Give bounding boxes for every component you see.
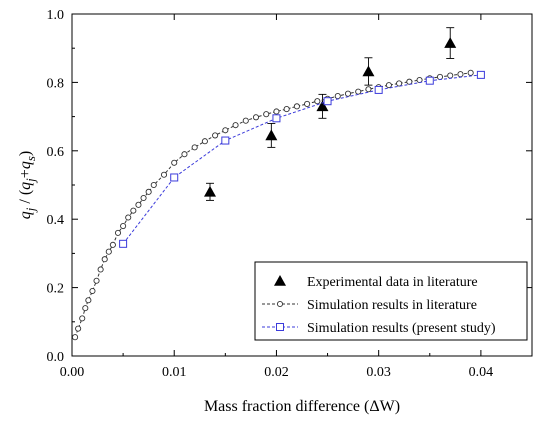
data-point xyxy=(75,325,82,332)
y-tick-label: 0.6 xyxy=(47,145,65,160)
data-point xyxy=(272,114,281,123)
legend-marker xyxy=(274,275,286,286)
data-point xyxy=(425,76,434,85)
data-point xyxy=(222,127,229,134)
data-point xyxy=(191,144,198,151)
series-layer xyxy=(72,27,485,341)
data-point xyxy=(150,181,157,189)
data-point xyxy=(171,159,178,166)
data-point xyxy=(385,82,392,89)
data-point xyxy=(140,194,147,202)
x-tick-label: 0.04 xyxy=(469,365,494,380)
data-point xyxy=(145,188,152,195)
data-point xyxy=(125,214,132,221)
data-point xyxy=(323,97,332,106)
data-point xyxy=(252,114,260,121)
y-tick-label: 0.8 xyxy=(47,76,65,91)
data-point xyxy=(204,185,216,197)
data-point xyxy=(72,334,79,341)
data-point xyxy=(93,277,100,284)
series-2 xyxy=(119,70,485,248)
data-point xyxy=(85,297,92,304)
y-tick-label: 0.4 xyxy=(47,213,65,228)
data-point xyxy=(467,69,474,76)
legend-label: Simulation results in literature xyxy=(307,298,477,313)
data-point xyxy=(447,72,454,79)
data-point xyxy=(130,207,137,214)
data-point xyxy=(263,111,270,118)
data-point xyxy=(221,136,230,145)
data-point xyxy=(201,138,208,145)
data-point xyxy=(316,100,329,112)
data-point xyxy=(82,305,89,312)
legend-label: Simulation results (present study) xyxy=(307,321,496,336)
data-point xyxy=(476,70,485,79)
data-point xyxy=(232,122,239,129)
data-point xyxy=(334,93,341,100)
data-point xyxy=(362,65,375,77)
data-point xyxy=(436,73,444,80)
data-point xyxy=(314,98,321,105)
data-point xyxy=(457,71,464,78)
data-point xyxy=(212,132,219,139)
y-tick-label: 0.0 xyxy=(47,350,65,365)
series-0 xyxy=(204,27,457,201)
data-point xyxy=(89,287,96,295)
data-point xyxy=(101,256,108,263)
data-point xyxy=(181,151,188,158)
data-point xyxy=(355,88,362,95)
data-point xyxy=(374,85,383,94)
data-point xyxy=(97,266,104,273)
data-point xyxy=(396,80,403,87)
data-point xyxy=(273,108,280,115)
data-point xyxy=(160,171,168,178)
data-point xyxy=(265,129,278,141)
data-point xyxy=(109,241,116,248)
data-point xyxy=(119,239,128,248)
data-point xyxy=(344,90,352,97)
data-point xyxy=(79,315,86,322)
data-point xyxy=(293,103,300,110)
legend-marker xyxy=(276,323,284,331)
data-point xyxy=(406,78,413,85)
data-point xyxy=(105,248,112,255)
axis-ticks: 0.00 0.01 0.02 0.03 0.04 0.0 0.2 0.4 0.6 0.8 1.0 xyxy=(47,8,532,380)
x-axis-title: Mass fraction difference (ΔW) xyxy=(204,398,400,415)
x-tick-label: 0.02 xyxy=(264,365,289,380)
legend-box xyxy=(254,261,528,341)
data-point xyxy=(120,222,127,230)
data-point xyxy=(170,173,179,182)
data-point xyxy=(135,201,142,208)
legend-label: Experimental data in literature xyxy=(307,275,478,290)
y-axis-title: qj / (qj+qs) xyxy=(17,151,38,219)
y-tick-label: 0.2 xyxy=(47,282,65,297)
legend: Experimental data in literature Simulatio… xyxy=(254,261,528,341)
x-tick-label: 0.03 xyxy=(366,365,391,380)
data-point xyxy=(283,106,290,113)
data-point xyxy=(114,229,122,236)
y-tick-label: 1.0 xyxy=(47,8,65,23)
x-tick-label: 0.00 xyxy=(60,365,85,380)
data-point xyxy=(365,86,372,93)
data-point xyxy=(304,100,311,107)
legend-marker xyxy=(276,300,284,308)
x-tick-label: 0.01 xyxy=(162,365,187,380)
data-point xyxy=(444,37,457,48)
data-point xyxy=(242,117,249,124)
series-line xyxy=(122,74,481,245)
